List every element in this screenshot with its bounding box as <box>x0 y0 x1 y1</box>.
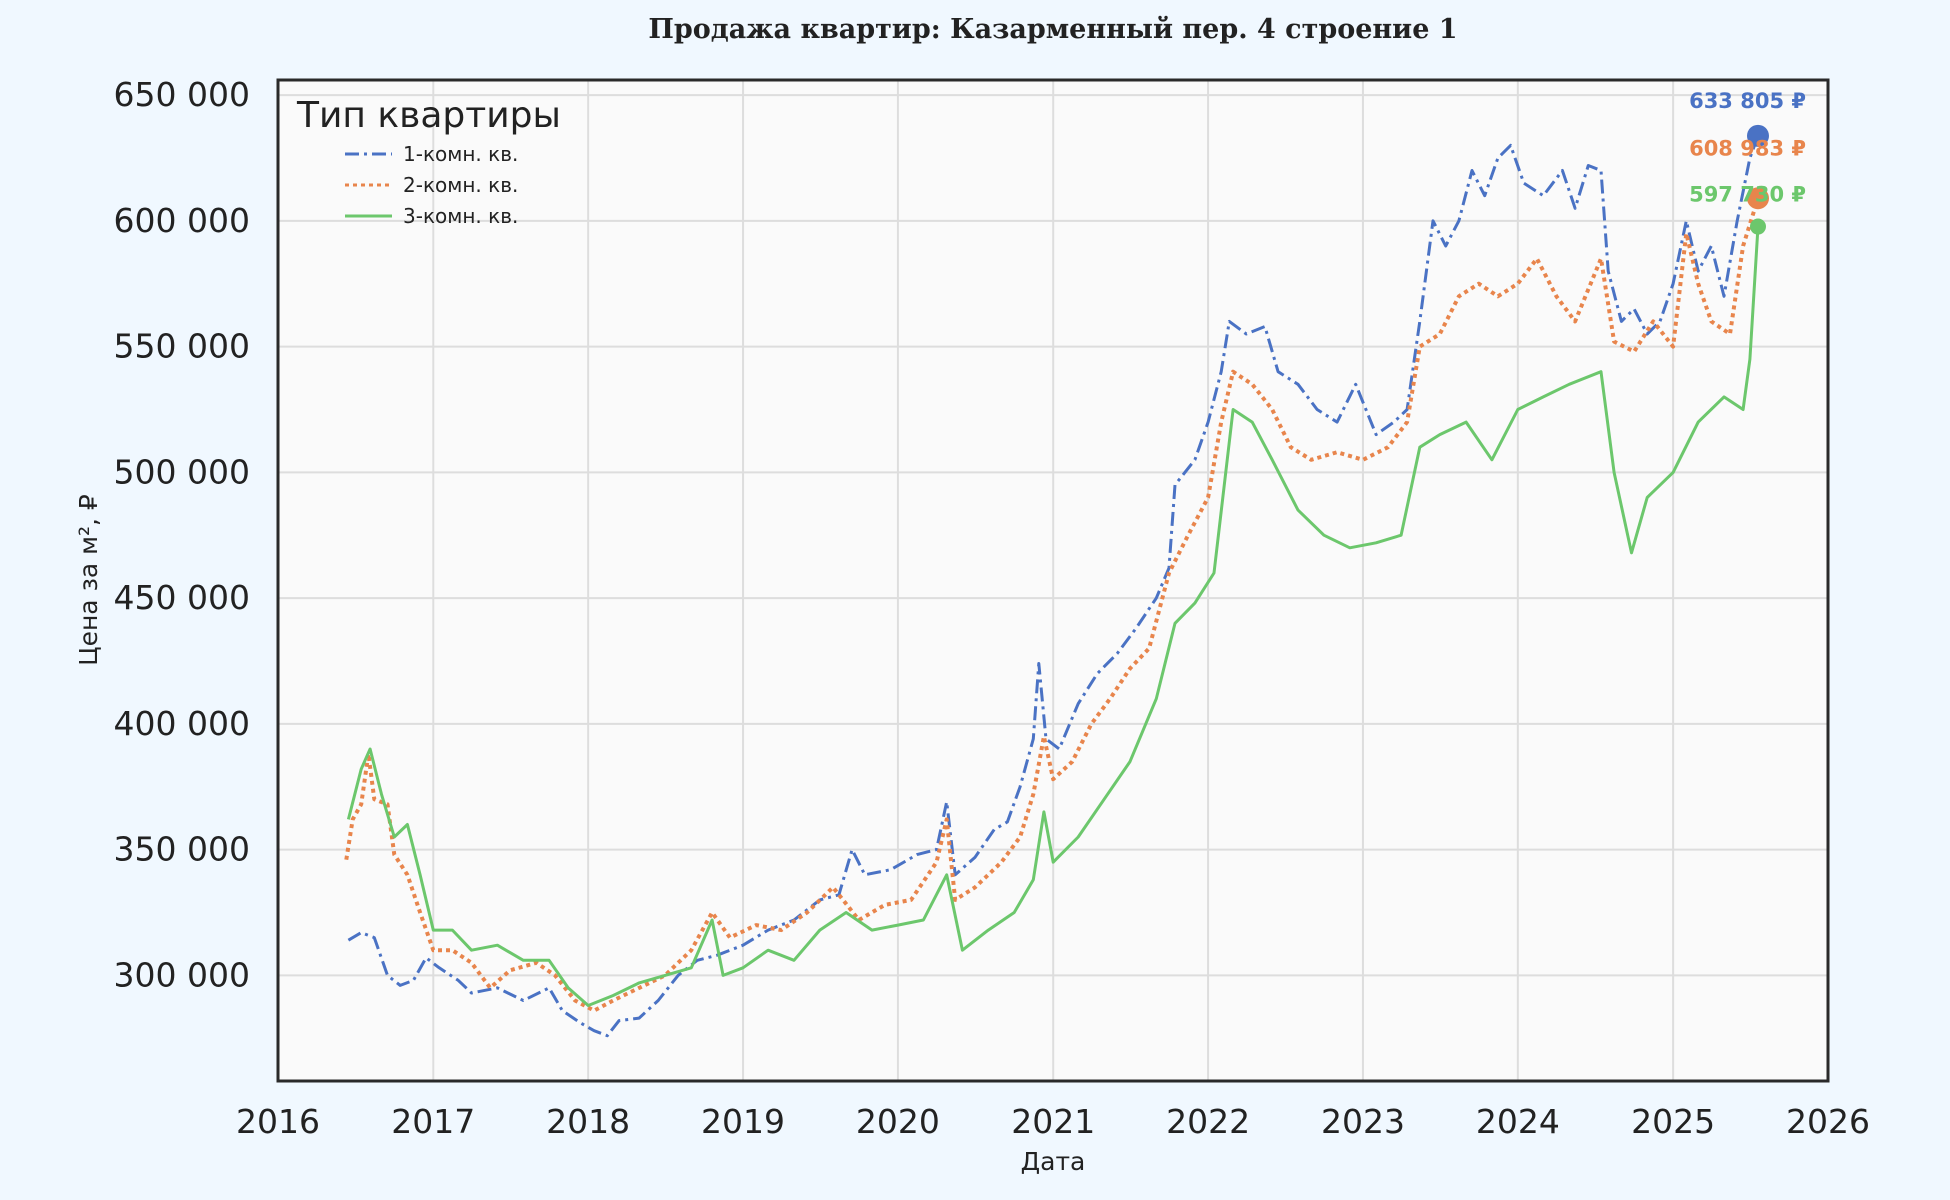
end-markers: 633 805 ₽ 608 983 ₽ 597 730 ₽ <box>1689 89 1806 235</box>
chart-title: Продажа квартир: Казарменный пер. 4 стро… <box>648 14 1457 45</box>
series-line-2 <box>344 197 1760 1013</box>
x-tick-label: 2018 <box>546 1102 630 1141</box>
x-tick-label: 2019 <box>701 1102 785 1141</box>
legend-label-2: 2-комн. кв. <box>403 173 518 197</box>
end-value-label-2: 608 983 ₽ <box>1689 136 1806 160</box>
x-tick-label: 2025 <box>1631 1102 1715 1141</box>
y-tick-labels: 300 000 350 000 400 000 450 000 500 000 550 0… <box>114 75 250 994</box>
x-tick-label: 2021 <box>1011 1102 1095 1141</box>
series-line-1 <box>347 135 1760 1038</box>
y-tick-label: 550 000 <box>114 327 250 366</box>
legend-title: Тип квартиры <box>296 95 561 136</box>
y-axis-label: Цена за м², ₽ <box>74 494 103 666</box>
x-tick-label: 2017 <box>391 1102 475 1141</box>
y-tick-label: 300 000 <box>114 955 250 994</box>
y-tick-label: 600 000 <box>114 201 250 240</box>
x-tick-label: 2024 <box>1476 1102 1560 1141</box>
y-tick-label: 500 000 <box>114 452 250 491</box>
series-layer <box>344 135 1760 1038</box>
x-axis-label: Дата <box>1021 1147 1086 1176</box>
y-tick-label: 400 000 <box>114 704 250 743</box>
x-tick-label: 2026 <box>1786 1102 1870 1141</box>
end-value-label-3: 597 730 ₽ <box>1689 183 1806 207</box>
series-line-3 <box>346 226 1760 1007</box>
end-marker-3 <box>1749 218 1766 235</box>
y-tick-label: 450 000 <box>114 578 250 617</box>
end-marker-2 <box>1746 187 1769 210</box>
y-tick-label: 350 000 <box>114 830 250 869</box>
x-tick-label: 2020 <box>856 1102 940 1141</box>
legend: Тип квартиры 1-комн. кв. 2-комн. кв. 3-ком… <box>296 95 561 228</box>
end-marker-1 <box>1746 124 1769 147</box>
legend-label-1: 1-комн. кв. <box>403 142 518 166</box>
x-tick-label: 2016 <box>236 1102 320 1141</box>
end-value-label-1: 633 805 ₽ <box>1689 89 1806 113</box>
x-tick-labels: 2016 2017 2018 2019 2020 2021 2022 2023 2024 2025… <box>236 1102 1870 1141</box>
x-tick-label: 2023 <box>1321 1102 1405 1141</box>
x-tick-label: 2022 <box>1166 1102 1250 1141</box>
plot-frame <box>276 78 1830 1083</box>
legend-label-3: 3-комн. кв. <box>403 204 518 228</box>
y-tick-label: 650 000 <box>114 75 250 114</box>
